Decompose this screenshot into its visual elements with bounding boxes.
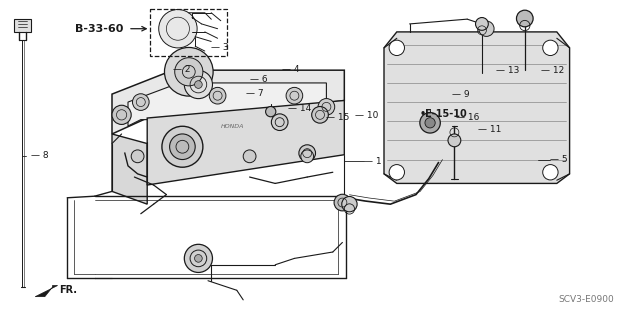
Circle shape: [271, 114, 288, 130]
Polygon shape: [384, 32, 570, 183]
Text: — 15: — 15: [326, 113, 350, 122]
Circle shape: [543, 40, 558, 56]
Polygon shape: [14, 19, 31, 32]
Text: B-33-60: B-33-60: [75, 24, 124, 34]
Text: HONDA: HONDA: [221, 123, 244, 129]
Text: — 12: — 12: [541, 66, 564, 75]
Circle shape: [479, 21, 494, 36]
Text: — 11: — 11: [478, 125, 502, 134]
Circle shape: [342, 197, 357, 212]
Circle shape: [131, 150, 144, 163]
Text: — 9: — 9: [452, 90, 470, 99]
Text: — 2: — 2: [173, 65, 190, 74]
Circle shape: [286, 87, 303, 104]
Circle shape: [266, 107, 276, 117]
Circle shape: [389, 40, 404, 56]
Circle shape: [334, 194, 351, 211]
Text: — 6: — 6: [250, 75, 268, 84]
Text: — 1: — 1: [364, 157, 381, 166]
Circle shape: [184, 244, 212, 272]
Text: — 10: — 10: [355, 111, 379, 120]
Circle shape: [301, 150, 314, 163]
Text: — 5: — 5: [550, 155, 568, 164]
Circle shape: [195, 255, 202, 262]
Text: SCV3-E0900: SCV3-E0900: [559, 295, 614, 304]
Text: — 3: — 3: [211, 43, 229, 52]
Text: •E-15-10: •E-15-10: [419, 109, 467, 119]
Polygon shape: [35, 286, 58, 297]
Circle shape: [299, 145, 316, 161]
Circle shape: [159, 10, 197, 48]
Circle shape: [243, 150, 256, 163]
Circle shape: [318, 99, 335, 115]
Text: — 8: — 8: [31, 151, 49, 160]
Circle shape: [543, 165, 558, 180]
Circle shape: [184, 70, 212, 99]
Text: — 4: — 4: [282, 65, 299, 74]
Text: — 7: — 7: [246, 89, 264, 98]
Circle shape: [112, 105, 131, 124]
Circle shape: [389, 165, 404, 180]
Circle shape: [476, 18, 488, 30]
Text: — 13: — 13: [496, 66, 520, 75]
Polygon shape: [128, 83, 326, 126]
Circle shape: [195, 81, 202, 88]
Circle shape: [164, 48, 213, 96]
Text: FR.: FR.: [60, 285, 77, 295]
Circle shape: [175, 58, 203, 86]
Circle shape: [448, 134, 461, 147]
Circle shape: [209, 87, 226, 104]
Circle shape: [420, 113, 440, 133]
Text: — 14: — 14: [288, 104, 311, 113]
Circle shape: [162, 126, 203, 167]
Circle shape: [425, 118, 435, 128]
Polygon shape: [112, 70, 344, 134]
Polygon shape: [147, 100, 344, 185]
Circle shape: [132, 94, 149, 110]
Circle shape: [170, 134, 195, 160]
Circle shape: [516, 10, 533, 27]
Circle shape: [312, 107, 328, 123]
Polygon shape: [112, 134, 147, 204]
Text: — 16: — 16: [456, 113, 479, 122]
